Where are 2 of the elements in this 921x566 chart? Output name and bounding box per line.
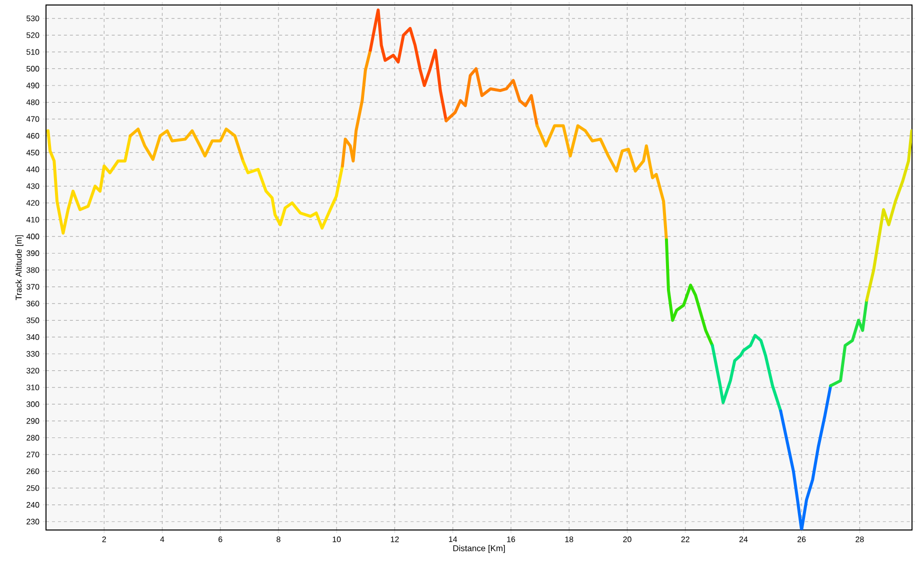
y-axis-title: Track Altitude [m] [15, 235, 24, 300]
x-axis-title: Distance [Km] [453, 545, 505, 553]
